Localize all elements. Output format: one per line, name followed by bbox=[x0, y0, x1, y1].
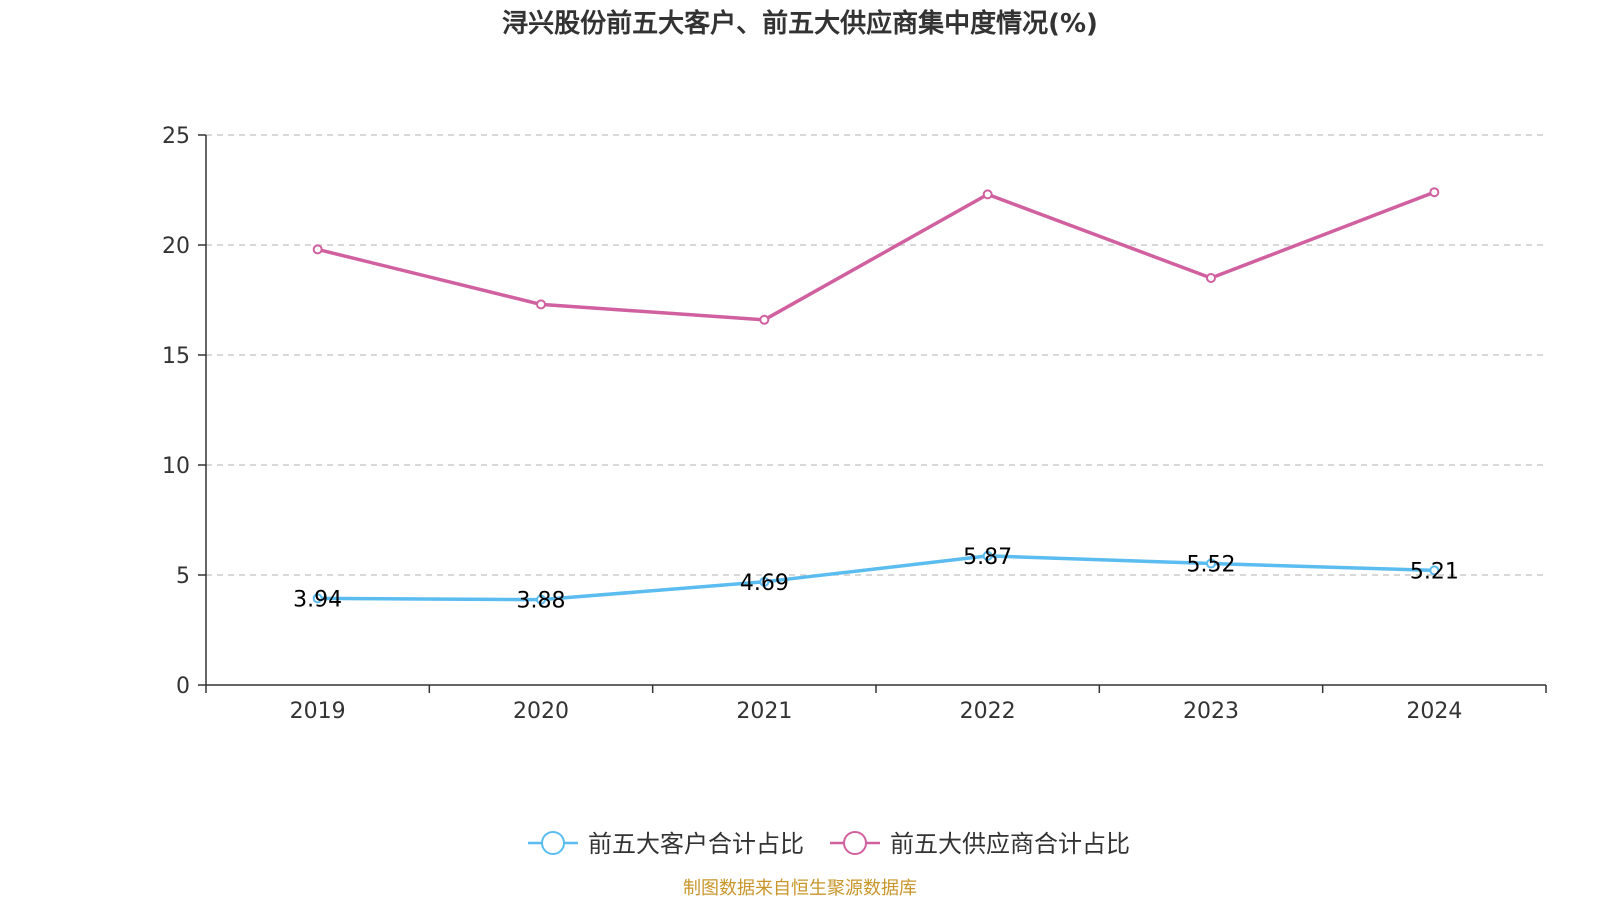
data-point bbox=[1429, 565, 1440, 576]
legend: 前五大客户合计占比 前五大供应商合计占比 bbox=[528, 830, 1130, 858]
data-label: 3.94 bbox=[293, 587, 342, 612]
data-point bbox=[312, 244, 323, 255]
data-point bbox=[759, 576, 770, 587]
series-line-2 bbox=[317, 190, 1435, 322]
data-point bbox=[1206, 558, 1216, 569]
x-tick-label: 2021 bbox=[736, 699, 792, 724]
axes: 0 5 10 15 20 25 2019 2020 2021 2022 2023 2024 bbox=[162, 124, 1547, 724]
data-label: 5.52 bbox=[1187, 553, 1236, 578]
x-tick-label: 2022 bbox=[960, 699, 1016, 724]
data-label: 5.87 bbox=[963, 545, 1012, 570]
data-label: 4.69 bbox=[740, 571, 789, 596]
legend-label: 前五大客户合计占比 bbox=[588, 830, 804, 858]
y-tick-label: 15 bbox=[162, 344, 190, 369]
y-tick-label: 20 bbox=[162, 234, 190, 259]
data-point bbox=[982, 550, 993, 561]
data-point bbox=[1429, 187, 1440, 198]
legend-marker-icon bbox=[843, 831, 867, 855]
x-tick-label: 2024 bbox=[1406, 699, 1462, 724]
data-label: 3.88 bbox=[517, 589, 566, 614]
legend-label: 前五大供应商合计占比 bbox=[890, 830, 1130, 858]
data-label: 5.21 bbox=[1410, 559, 1459, 584]
data-point bbox=[1206, 273, 1216, 283]
x-tick-label: 2023 bbox=[1183, 699, 1239, 724]
y-tick-label: 5 bbox=[176, 564, 190, 589]
grid-lines bbox=[206, 134, 1546, 576]
y-tick-label: 10 bbox=[162, 454, 190, 479]
y-tick-label: 0 bbox=[176, 674, 190, 699]
data-point bbox=[536, 299, 546, 310]
data-point bbox=[759, 314, 770, 325]
x-tick-label: 2019 bbox=[290, 699, 346, 724]
source-note: 制图数据来自恒生聚源数据库 bbox=[683, 878, 917, 899]
chart-title: 浔兴股份前五大客户、前五大供应商集中度情况(%) bbox=[502, 8, 1098, 39]
x-tick-label: 2020 bbox=[513, 699, 569, 724]
data-point bbox=[982, 189, 993, 200]
series-group bbox=[312, 187, 1440, 605]
series-line-1 bbox=[317, 554, 1435, 602]
data-point bbox=[536, 594, 546, 605]
data-point bbox=[312, 593, 323, 604]
data-labels: 3.94 3.88 4.69 5.87 5.52 5.21 bbox=[293, 545, 1459, 614]
legend-marker-icon bbox=[541, 831, 565, 855]
y-tick-label: 25 bbox=[162, 124, 190, 149]
